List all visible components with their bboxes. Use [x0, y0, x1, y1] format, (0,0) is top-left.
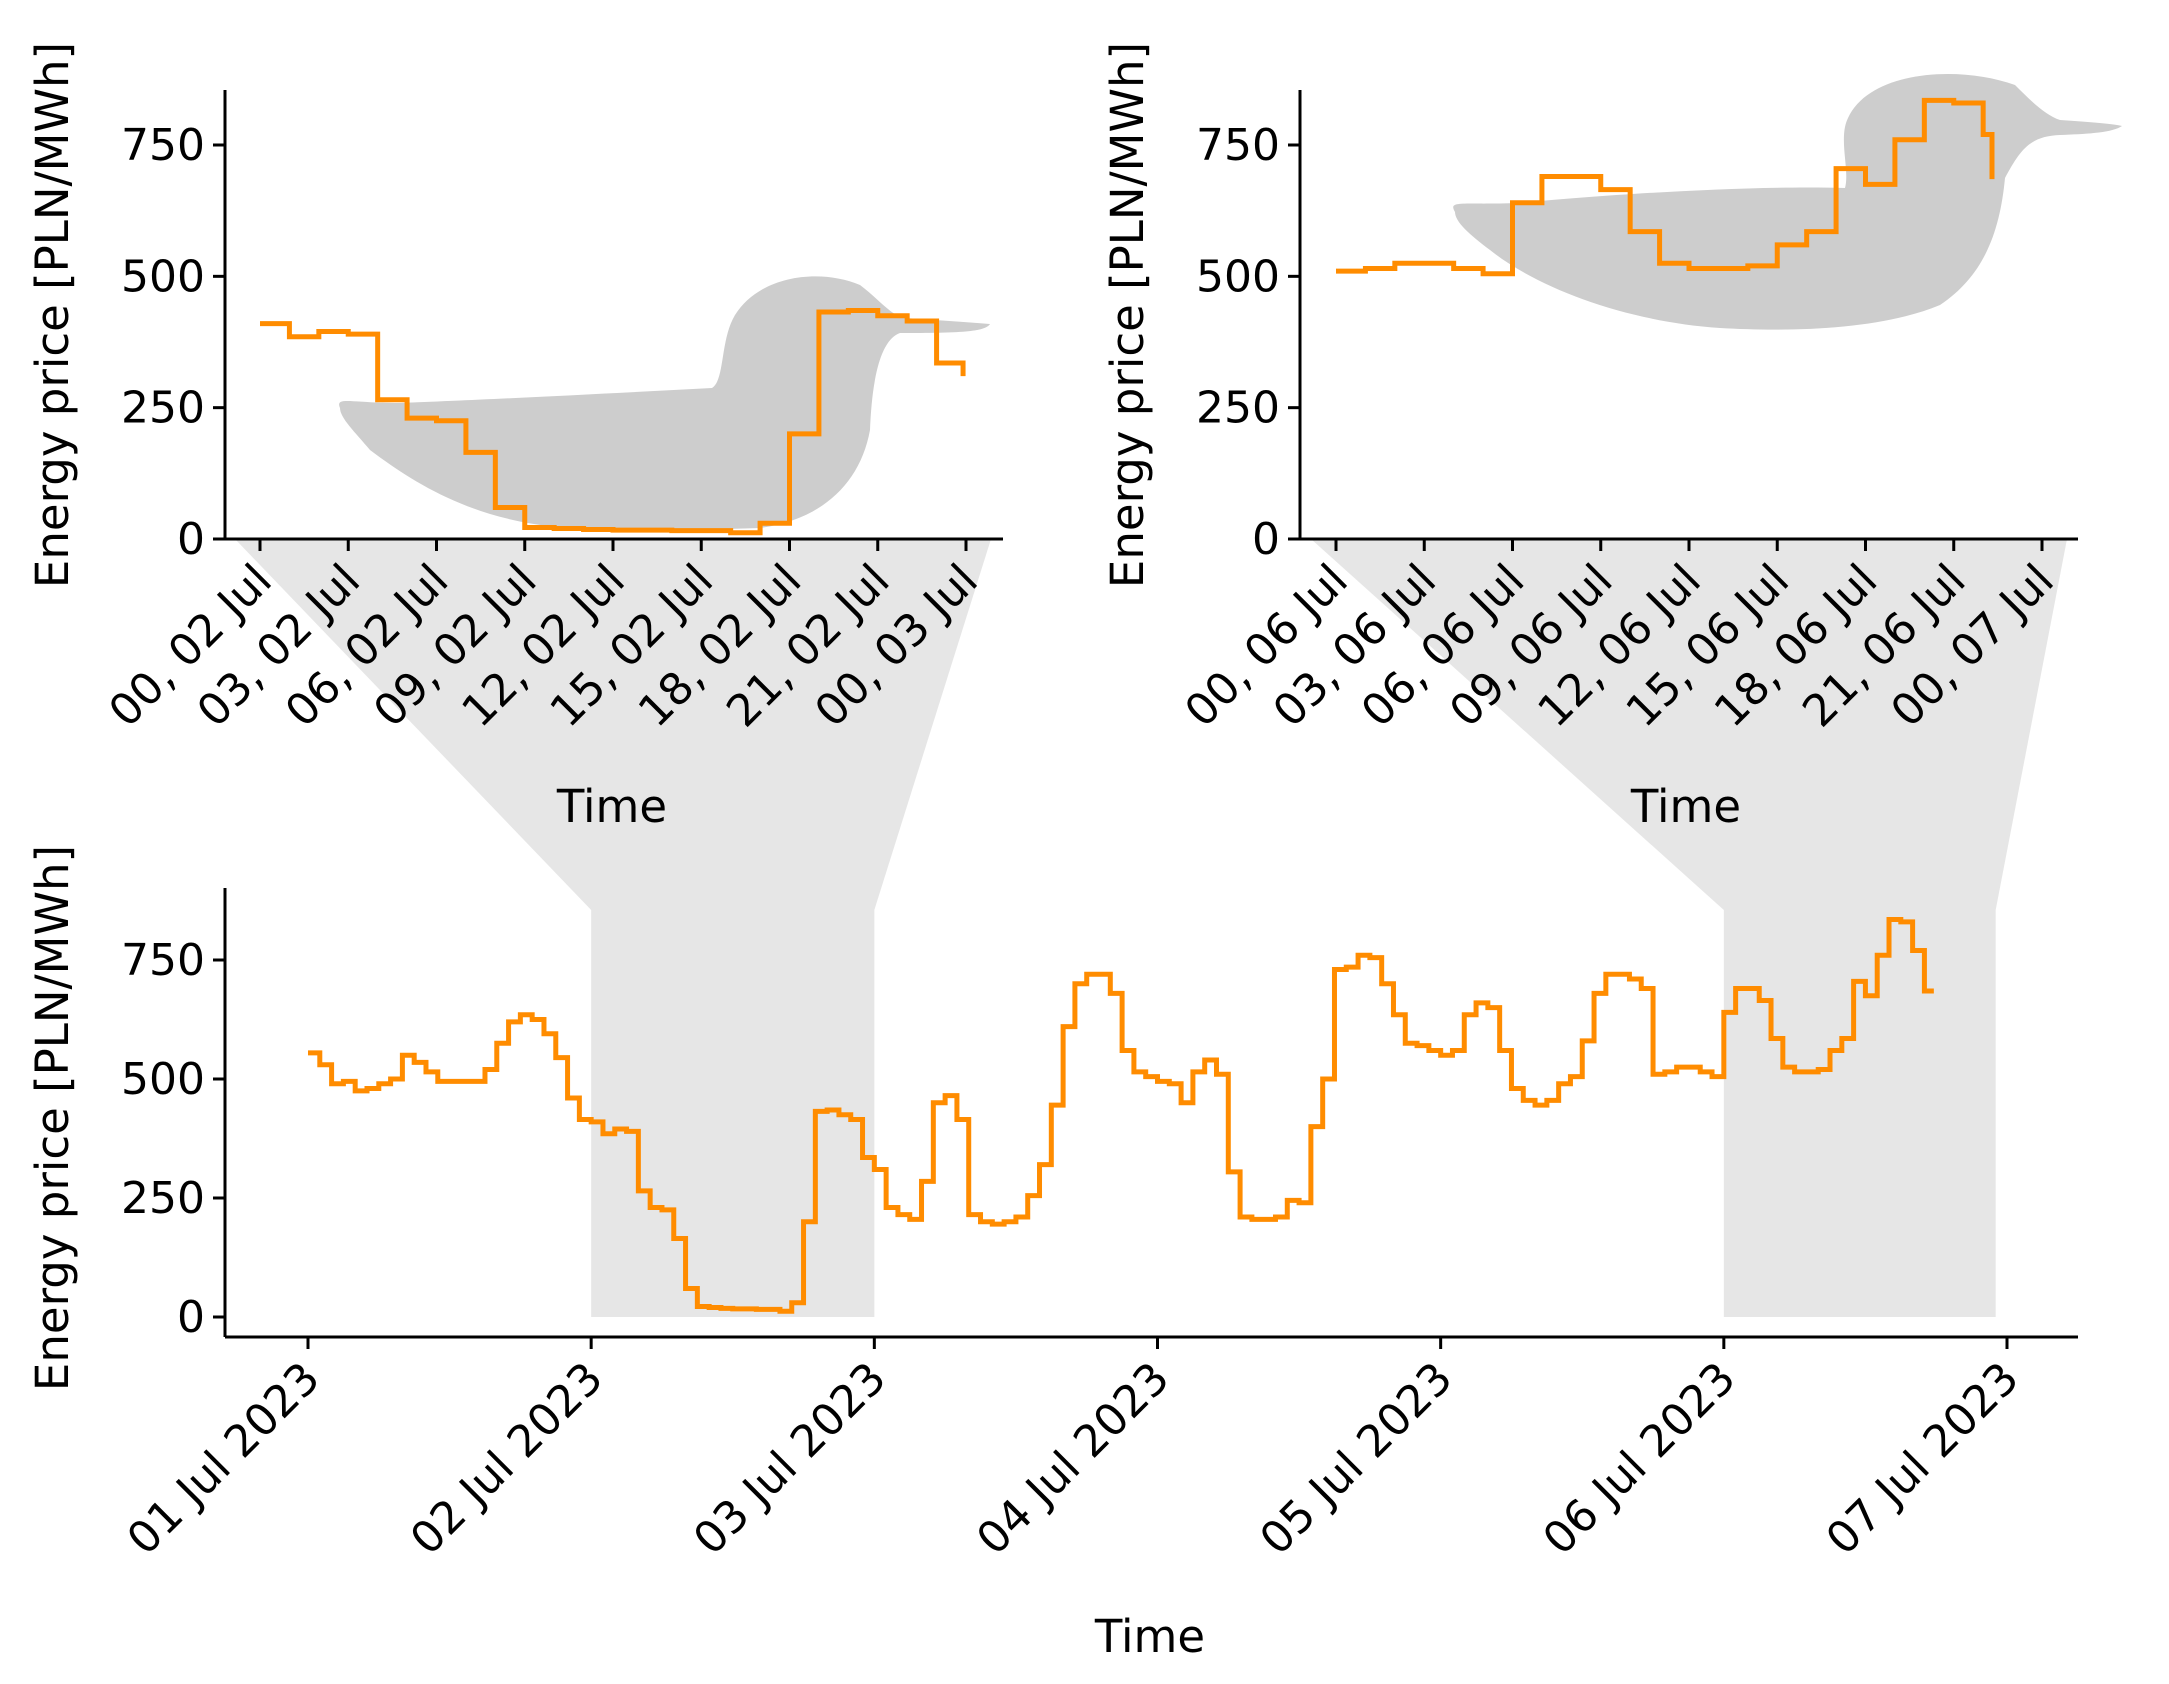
- x-tick-label: 05 Jul 2023: [1250, 1353, 1462, 1565]
- price-line: [260, 307, 966, 536]
- x-tick-label: 01 Jul 2023: [118, 1353, 330, 1565]
- price-line: [308, 917, 1934, 1314]
- price-series-top-left: [260, 307, 966, 536]
- y-tick-label: 0: [1252, 514, 1280, 565]
- x-axis-label: Time: [556, 780, 667, 833]
- y-axis-label: Energy price [PLN/MWh]: [1101, 42, 1154, 588]
- y-axis-label: Energy price [PLN/MWh]: [26, 845, 79, 1391]
- y-tick-label: 500: [1196, 251, 1280, 302]
- y-tick-label: 0: [177, 514, 205, 565]
- y-tick-label: 750: [1196, 120, 1280, 171]
- x-axis-label: Time: [1094, 1610, 1205, 1663]
- x-tick-label: 07 Jul 2023: [1817, 1353, 2029, 1565]
- y-tick-label: 250: [121, 1173, 205, 1224]
- duck-silhouette: [1453, 73, 2122, 330]
- zoom-region-1: [591, 910, 875, 1317]
- x-tick-label: 03 Jul 2023: [684, 1353, 896, 1565]
- y-tick-label: 250: [121, 383, 205, 434]
- duck-silhouette: [339, 276, 990, 531]
- y-tick-label: 750: [121, 935, 205, 986]
- zoom-connector-2: [1311, 539, 2067, 910]
- y-tick-label: 500: [121, 251, 205, 302]
- price-series-bottom: [308, 917, 1934, 1314]
- x-tick-label: 06 Jul 2023: [1533, 1353, 1745, 1565]
- zoom-connector-1: [235, 539, 991, 910]
- x-tick-label: 02 Jul 2023: [401, 1353, 613, 1565]
- chart-bottom: 0 250 500 750 01 Jul 2023 02 Jul 2023 03 Jul 2…: [26, 845, 2078, 1663]
- x-axis-label: Time: [1630, 780, 1741, 833]
- price-series-top-right: [1336, 97, 1995, 277]
- zoom-region-2: [1723, 910, 1996, 1317]
- y-tick-label: 750: [121, 120, 205, 171]
- y-tick-label: 0: [177, 1292, 205, 1343]
- y-tick-label: 500: [121, 1054, 205, 1105]
- zoom-connectors: [235, 539, 2067, 910]
- y-tick-label: 250: [1196, 383, 1280, 434]
- y-axis-label: Energy price [PLN/MWh]: [26, 42, 79, 588]
- x-tick-label: 04 Jul 2023: [967, 1353, 1179, 1565]
- price-line: [1336, 97, 1995, 277]
